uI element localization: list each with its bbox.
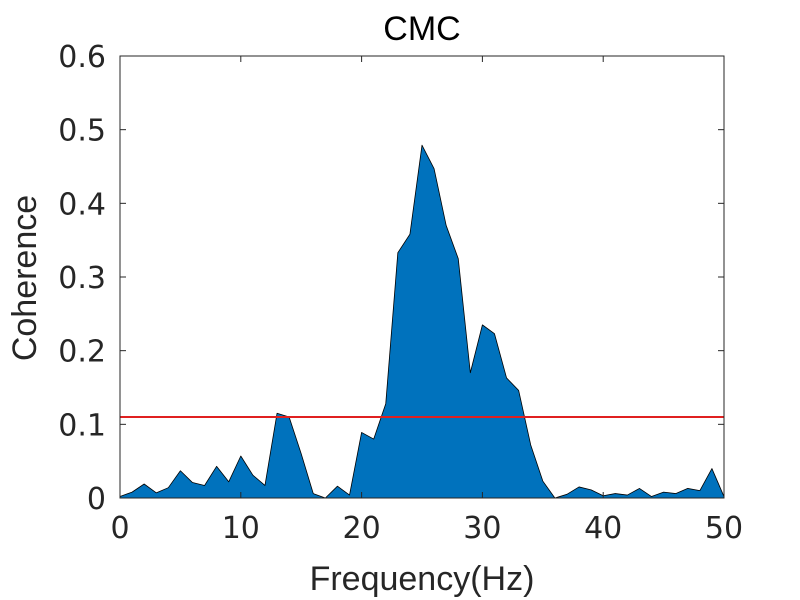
axes: 0 10 20 30 40 50 0 0.1 0.2 0.3 0.4 0.5 0.6 [58, 40, 743, 546]
y-axis-label: Coherence [6, 195, 44, 361]
x-tick-label: 10 [222, 511, 260, 546]
x-tick-label: 40 [584, 511, 622, 546]
x-tick-label: 50 [705, 511, 743, 546]
x-tick-label: 20 [343, 511, 381, 546]
y-tick-label: 0.3 [58, 261, 106, 296]
x-tick-label: 30 [463, 511, 501, 546]
y-tick-label: 0 [87, 482, 106, 517]
y-tick-label: 0.4 [58, 187, 106, 222]
y-tick-label: 0.6 [58, 40, 106, 75]
y-tick-label: 0.2 [58, 335, 106, 370]
x-tick-label: 0 [110, 511, 129, 546]
coherence-area [119, 144, 725, 499]
x-axis-label: Frequency(Hz) [310, 560, 535, 598]
y-tick-label: 0.5 [58, 114, 106, 149]
plot-area [119, 144, 725, 499]
y-tick-label: 0.1 [58, 408, 106, 443]
chart-title: CMC [383, 10, 460, 48]
